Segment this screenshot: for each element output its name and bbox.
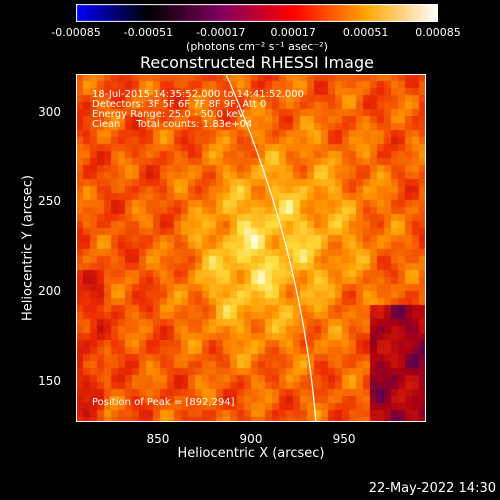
y-tick-label: 200 [38, 284, 61, 299]
colorbar-tick-label: -0.00051 [123, 26, 174, 39]
colorbar-unit-label: (photons cm⁻² s⁻¹ asec⁻²) [186, 40, 328, 53]
x-tick-label: 900 [239, 432, 263, 446]
peak-position-text: Position of Peak = [892,294] [92, 397, 235, 408]
image-plot-area: 18-Jul-2015 14:35:52.000 to 14:41:52.000… [76, 74, 426, 422]
colorbar-tick-label: 0.00051 [342, 26, 389, 39]
heatmap-image [76, 74, 426, 422]
colorbar-tick-label: -0.00085 [51, 26, 101, 39]
y-axis-label: Heliocentric Y (arcsec) [20, 175, 36, 321]
y-tick-label: 250 [38, 194, 61, 209]
y-tick-label: 300 [38, 104, 61, 119]
x-axis-label: Heliocentric X (arcsec) [177, 446, 325, 461]
colorbar [76, 4, 438, 22]
clean-counts-text: Clean Total counts: 1.83e+04 [92, 119, 253, 130]
plot-frame [76, 74, 426, 422]
x-tick-label: 850 [146, 432, 170, 446]
y-tick-label: 150 [38, 373, 61, 388]
colorbar-tick-label: -0.00017 [196, 26, 246, 39]
energy-range-text: Energy Range: 25.0 - 50.0 keV [92, 109, 245, 120]
detectors-text: Detectors: 3F 5F 6F 7F 8F 9F, Att 0 [92, 99, 267, 110]
chart-title: Reconstructed RHESSI Image [140, 53, 374, 72]
colorbar-tick-label: 0.00017 [270, 26, 316, 39]
x-tick-label: 950 [332, 432, 356, 446]
obs-time-text: 18-Jul-2015 14:35:52.000 to 14:41:52.000 [92, 89, 304, 100]
colorbar-tick-label: 0.00085 [415, 26, 461, 39]
solar-limb-line [225, 74, 317, 422]
timestamp: 22-May-2022 14:30 [368, 481, 496, 496]
plot-overlay [76, 74, 426, 422]
